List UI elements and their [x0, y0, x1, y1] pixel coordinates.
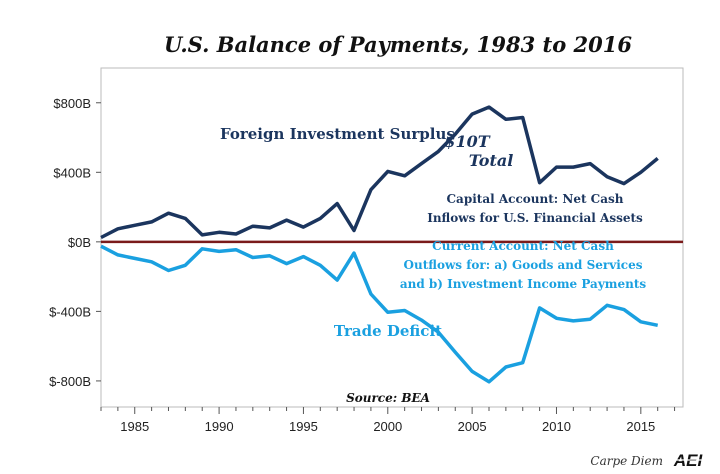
current-account-line3: and b) Investment Income Payments: [400, 277, 647, 291]
total-label-line2: Total: [469, 151, 514, 170]
aei-logo: AEI: [670, 451, 706, 470]
series-line-foreign-investment-surplus: [100, 105, 659, 240]
x-tick-label: 1995: [289, 419, 318, 434]
y-tick-label: $400B: [53, 165, 91, 180]
x-tick-label: 2015: [626, 419, 655, 434]
x-tick-label: 2010: [542, 419, 571, 434]
current-account-line2: Outflows for: a) Goods and Services: [404, 258, 643, 272]
capital-account-line1: Capital Account: Net Cash: [447, 192, 624, 206]
y-tick-label: $-400B: [49, 304, 91, 319]
y-tick-label: $0B: [68, 235, 91, 250]
chart-title: U.S. Balance of Payments, 1983 to 2016: [164, 32, 632, 57]
y-tick-label: $800B: [53, 96, 91, 111]
y-axis: $800B $400B $0B $-400B $-800B: [49, 96, 101, 389]
source-label: Source: BEA: [346, 391, 430, 405]
x-tick-label: 2000: [373, 419, 402, 434]
total-label-line1: $10T: [444, 132, 490, 151]
current-account-line1: Current Account: Net Cash: [432, 239, 614, 253]
carpe-diem-credit: Carpe Diem: [590, 454, 663, 468]
surplus-label: Foreign Investment Surplus: [220, 125, 455, 143]
capital-account-line2: Inflows for U.S. Financial Assets: [427, 211, 643, 225]
y-tick-label: $-800B: [49, 374, 91, 389]
x-tick-label: 1985: [120, 419, 149, 434]
plot-frame: [100, 67, 684, 408]
trade-deficit-label: Trade Deficit: [334, 322, 442, 340]
series-line-trade-deficit: [100, 244, 659, 384]
x-tick-label: 2005: [458, 419, 487, 434]
x-tick-label: 1990: [205, 419, 234, 434]
x-axis: 1985 1990 1995 2000 2005 2010 2015: [100, 407, 676, 434]
